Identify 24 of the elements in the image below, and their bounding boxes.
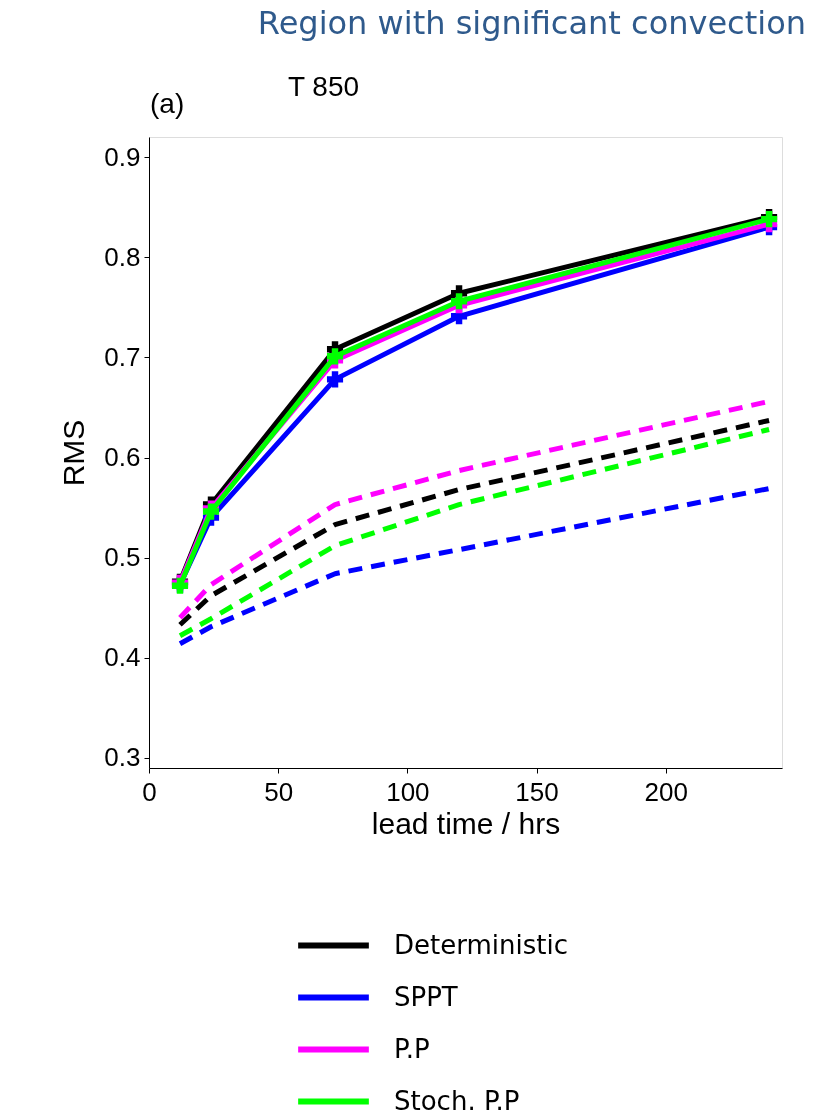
- legend-label: Deterministic: [394, 929, 568, 960]
- y-axis-title: RMS: [57, 419, 91, 487]
- y-tick-label: 0.7: [104, 341, 141, 372]
- y-tick-label: 0.4: [104, 642, 141, 673]
- y-tick-label: 0.8: [104, 241, 141, 272]
- legend-label: P.P: [394, 1033, 430, 1064]
- x-tick-label: 150: [515, 776, 559, 807]
- y-tick-label: 0.3: [104, 742, 141, 773]
- point: [326, 371, 344, 388]
- y-tick-label: 0.5: [104, 542, 141, 573]
- x-tick-label: 50: [264, 776, 294, 807]
- x-tick-label: 0: [142, 776, 157, 807]
- point: [450, 293, 468, 310]
- x-axis-title: lead time / hrs: [371, 806, 561, 840]
- x-tick-label: 100: [386, 776, 430, 807]
- point: [326, 348, 344, 365]
- y-tick-label: 0.6: [104, 442, 141, 473]
- text: (a): [150, 88, 185, 119]
- chart-subtitle: T 850: [287, 71, 360, 102]
- x-tick-label: 200: [644, 776, 688, 807]
- legend-label: Stoch. P.P: [394, 1085, 520, 1111]
- legend-label: SPPT: [394, 981, 458, 1012]
- y-tick-label: 0.9: [104, 141, 141, 172]
- chart-title: Region with significant convection: [257, 4, 806, 42]
